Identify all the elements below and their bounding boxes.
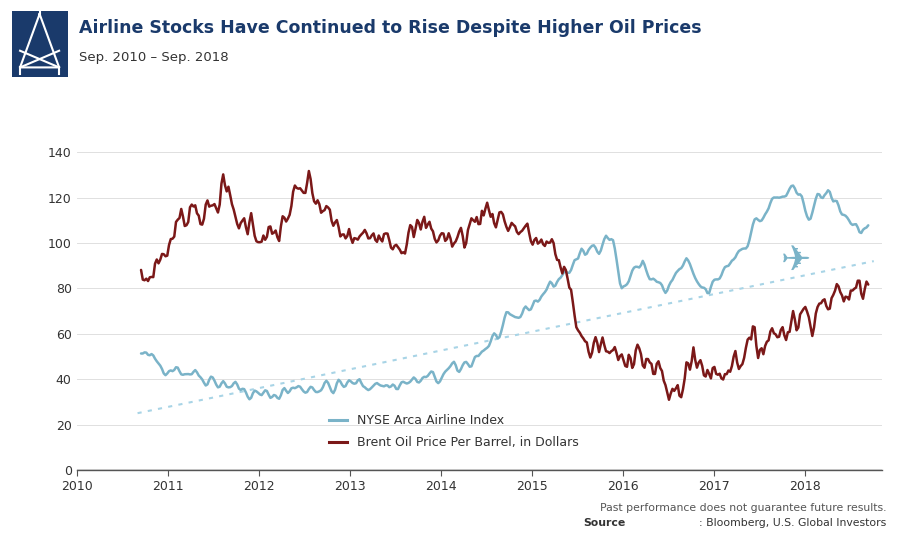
Text: Airline Stocks Have Continued to Rise Despite Higher Oil Prices: Airline Stocks Have Continued to Rise De… (79, 19, 702, 37)
Text: : Bloomberg, U.S. Global Investors: : Bloomberg, U.S. Global Investors (699, 518, 886, 528)
Legend: NYSE Arca Airline Index, Brent Oil Price Per Barrel, in Dollars: NYSE Arca Airline Index, Brent Oil Price… (324, 410, 583, 454)
Text: Sep. 2010 – Sep. 2018: Sep. 2010 – Sep. 2018 (79, 51, 229, 64)
Text: ✈: ✈ (781, 244, 812, 278)
Text: Past performance does not guarantee future results.: Past performance does not guarantee futu… (600, 503, 886, 513)
Text: Source: Source (583, 518, 626, 528)
